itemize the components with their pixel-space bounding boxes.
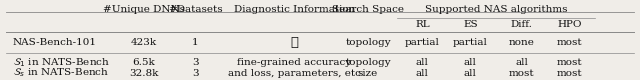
Text: $\mathcal{S}_1$ in NATS-Bench: $\mathcal{S}_1$ in NATS-Bench: [13, 56, 110, 69]
Text: Diagnostic Information: Diagnostic Information: [234, 5, 355, 14]
Text: 423k: 423k: [131, 38, 157, 47]
Text: Diff.: Diff.: [511, 20, 532, 29]
Text: 3: 3: [192, 58, 198, 67]
Text: fine-grained accuracy: fine-grained accuracy: [237, 58, 351, 67]
Text: all: all: [416, 69, 429, 78]
Text: NAS-Bench-101: NAS-Bench-101: [13, 38, 97, 47]
Text: 6.5k: 6.5k: [132, 58, 156, 67]
Text: partial: partial: [453, 38, 488, 47]
Text: ES: ES: [463, 20, 477, 29]
Text: topology: topology: [345, 58, 391, 67]
Text: all: all: [416, 58, 429, 67]
Text: 32.8k: 32.8k: [129, 69, 159, 78]
Text: most: most: [557, 38, 582, 47]
Text: HPO: HPO: [557, 20, 582, 29]
Text: all: all: [515, 58, 528, 67]
Text: most: most: [557, 69, 582, 78]
Text: most: most: [509, 69, 534, 78]
Text: topology: topology: [345, 38, 391, 47]
Text: Supported NAS algorithms: Supported NAS algorithms: [425, 5, 567, 14]
Text: partial: partial: [405, 38, 440, 47]
Text: 3: 3: [192, 69, 198, 78]
Text: none: none: [509, 38, 534, 47]
Text: #Datasets: #Datasets: [168, 5, 223, 14]
Text: all: all: [464, 58, 477, 67]
Text: Search Space: Search Space: [332, 5, 404, 14]
Text: most: most: [557, 58, 582, 67]
Text: and loss, parameters, etc: and loss, parameters, etc: [228, 69, 361, 78]
Text: 1: 1: [192, 38, 198, 47]
Text: RL: RL: [415, 20, 429, 29]
Text: $\mathcal{S}_s$ in NATS-Bench: $\mathcal{S}_s$ in NATS-Bench: [13, 67, 109, 79]
Text: #Unique DNNs: #Unique DNNs: [103, 5, 185, 14]
Text: ✗: ✗: [291, 36, 298, 49]
Text: all: all: [464, 69, 477, 78]
Text: size: size: [358, 69, 378, 78]
